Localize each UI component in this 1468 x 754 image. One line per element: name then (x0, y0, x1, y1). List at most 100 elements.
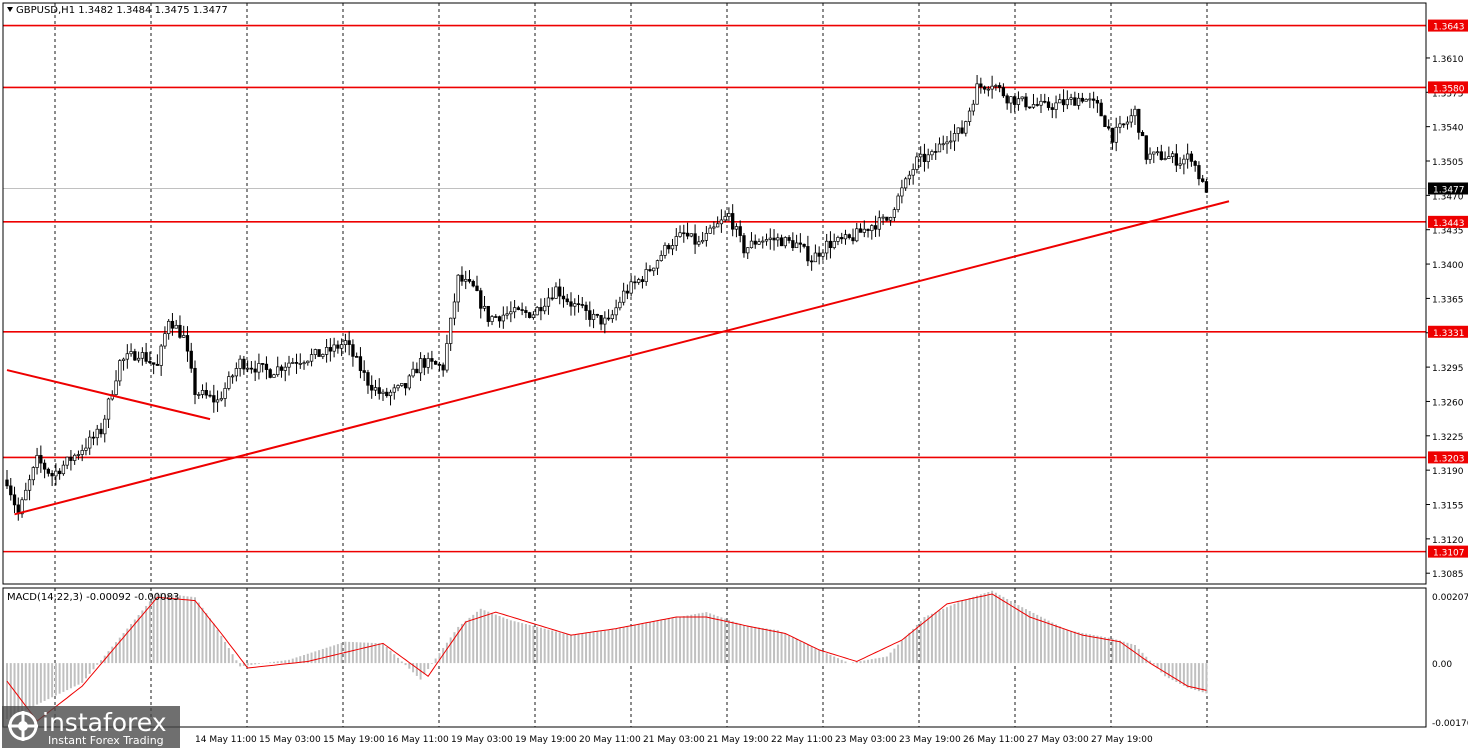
candle-body (193, 367, 197, 395)
candle-body (674, 236, 678, 246)
candle-body (136, 357, 141, 361)
candle-body (840, 237, 844, 240)
candle-body (1046, 101, 1051, 108)
candle-body (1028, 106, 1032, 109)
candle-body (877, 217, 881, 230)
level-price-tag (1428, 451, 1468, 464)
candle-body (911, 169, 915, 176)
price-tick-label: 1.3365 (1432, 295, 1464, 305)
candle-body (637, 279, 641, 283)
candle-body (1050, 107, 1054, 110)
candle-body (219, 398, 223, 401)
macd-tick-label: 0.00207 (1432, 593, 1468, 603)
candle-body (606, 317, 611, 320)
candle-body (1144, 135, 1148, 160)
candle-body (1178, 163, 1182, 166)
time-tick-label: 14 May 11:00 (195, 735, 257, 745)
candle-body (306, 360, 310, 364)
candle-body (975, 83, 979, 105)
candle-body (535, 307, 539, 316)
candle-body (847, 234, 851, 238)
instaforex-logo-icon (8, 711, 38, 741)
candle-body (174, 324, 178, 329)
macd-pane-frame (2, 587, 1427, 728)
candle-body (591, 313, 596, 320)
time-tick-label: 22 May 11:00 (771, 735, 833, 745)
candle-body (215, 399, 220, 403)
instaforex-watermark: instaforex Instant Forex Trading (2, 706, 180, 748)
candle-body (757, 241, 761, 245)
candle-body (381, 391, 385, 394)
candle-body (640, 279, 645, 282)
time-tick-label: 23 May 19:00 (899, 735, 961, 745)
candle-body (967, 110, 972, 122)
candle-body (1182, 158, 1186, 165)
candle-body (817, 252, 821, 257)
candle-body (644, 269, 648, 282)
candle-body (46, 468, 51, 474)
candle-body (426, 358, 430, 368)
candle-body (1076, 97, 1081, 106)
watermark-name: instaforex (42, 708, 167, 737)
candle-body (449, 317, 453, 344)
candle-body (103, 418, 107, 435)
candle-body (629, 281, 633, 294)
candle-body (997, 85, 1002, 88)
price-tick-label: 1.3190 (1432, 467, 1464, 477)
candle-body (460, 274, 464, 282)
candle-body (813, 252, 818, 263)
macd-title: MACD(14,22,3) -0.00092 -0.00083 (7, 592, 179, 603)
candle-body (227, 376, 231, 389)
candle-body (682, 232, 686, 235)
candle-body (520, 309, 524, 311)
candle-body (298, 362, 302, 365)
candle-body (1099, 102, 1103, 117)
time-tick-label: 27 May 19:00 (1091, 735, 1153, 745)
candle-body (279, 366, 284, 371)
candle-body (1185, 153, 1190, 160)
candle-body (430, 358, 434, 362)
level-price-tag (1428, 19, 1468, 32)
candle-body (362, 370, 366, 373)
candle-body (1061, 99, 1066, 106)
candle-body (783, 237, 787, 247)
candle-body (234, 368, 239, 377)
candle-body (776, 237, 780, 241)
candle-body (76, 454, 81, 456)
candle-body (57, 470, 62, 475)
candle-body (1110, 127, 1115, 143)
candle-body (922, 153, 927, 162)
price-pane-frame (2, 2, 1427, 585)
macd-tick-label: 0.00 (1432, 660, 1452, 670)
candle-body (253, 368, 257, 373)
candle-body (441, 364, 445, 371)
candle-body (761, 240, 765, 243)
candle-body (693, 233, 697, 245)
candle-body (148, 361, 152, 364)
price-tick-label: 1.3295 (1432, 364, 1464, 374)
candle-body (501, 314, 505, 322)
candle-body (1043, 100, 1047, 103)
candle-body (584, 304, 588, 311)
candle-body (370, 384, 374, 391)
candle-body (294, 362, 299, 364)
candle-body (809, 260, 814, 263)
candle-body (704, 233, 709, 241)
candle-body (858, 228, 863, 233)
candle-body (151, 362, 156, 365)
candle-body (742, 235, 746, 254)
candle-body (971, 103, 975, 112)
candle-body (291, 362, 295, 364)
candle-body (1197, 165, 1201, 180)
candle-body (791, 240, 795, 249)
symbol-menu-arrow-icon[interactable] (7, 7, 13, 12)
candle-body (170, 320, 175, 329)
candle-body (900, 187, 904, 197)
candle-body (452, 301, 457, 319)
candle-body (836, 237, 840, 242)
macd-signal-line (6, 593, 1207, 722)
candle-body (979, 83, 983, 88)
candle-body (798, 242, 803, 245)
candle-body (80, 450, 84, 455)
